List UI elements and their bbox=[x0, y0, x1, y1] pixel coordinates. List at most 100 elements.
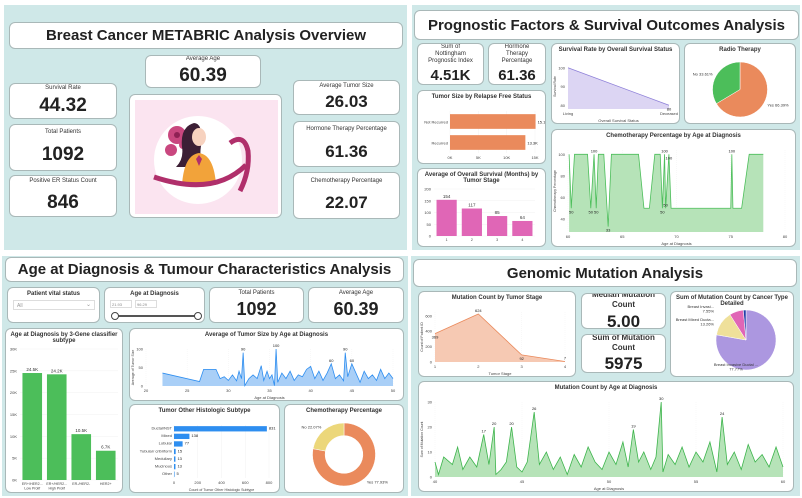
data-label: 33 bbox=[606, 228, 611, 233]
kpi-hormone-therapy-2: Hormone Therapy Percentage 61.36 bbox=[488, 43, 546, 85]
pie-slice bbox=[743, 309, 747, 341]
y-tick-label: Other bbox=[162, 471, 173, 476]
y-tick-label: 0 bbox=[141, 384, 144, 389]
series-line bbox=[434, 313, 566, 362]
chart-canvas: Yes 77.93% No 22.07% bbox=[302, 422, 389, 487]
kpi-label: Hormone Therapy Percentage bbox=[306, 126, 387, 133]
data-label: 831 bbox=[269, 426, 276, 431]
data-label: 20 bbox=[509, 421, 514, 426]
dropdown-value: All bbox=[17, 303, 23, 309]
x-tick-label: 60 bbox=[781, 479, 786, 484]
data-label: 100 bbox=[273, 343, 280, 348]
y-tick-label: 50 bbox=[139, 365, 144, 370]
kpi-value: 44.32 bbox=[39, 94, 87, 116]
data-label: 20 bbox=[492, 421, 497, 426]
prognostic-title: Prognostic Factors & Survival Outcomes A… bbox=[414, 10, 799, 40]
y-tick-label: 5K bbox=[12, 456, 17, 461]
data-label: 60 bbox=[350, 358, 355, 363]
mutation-stage-chart: Mutation Count by Tumor Stage 0 200 400 600 1… bbox=[418, 291, 576, 377]
bar bbox=[174, 456, 176, 462]
data-label: 24.5K bbox=[26, 367, 38, 372]
overview-title: Breast Cancer METABRIC Analysis Overview bbox=[9, 22, 403, 49]
series-line bbox=[568, 153, 764, 227]
y-tick-label: 30 bbox=[428, 400, 433, 405]
data-label: 13.3K bbox=[527, 141, 538, 146]
chart-title: Mutation Count by Age at Diagnosis bbox=[554, 385, 658, 391]
x-tick-label: 4 bbox=[564, 364, 567, 369]
y-tick-label: 0K bbox=[12, 478, 17, 483]
bar bbox=[174, 426, 267, 432]
y-axis-label: Sum of Mutation Count bbox=[420, 422, 424, 458]
slider-track bbox=[115, 315, 197, 317]
kpi-label: Positive ER Status Count bbox=[29, 178, 97, 185]
data-label: 100 bbox=[666, 155, 673, 160]
area-fill bbox=[162, 349, 393, 386]
vital-status-dropdown[interactable]: All ⌄ bbox=[13, 300, 95, 310]
data-label: 80 bbox=[667, 106, 672, 111]
data-label: 7 bbox=[564, 355, 567, 360]
data-label: 5 bbox=[177, 471, 180, 476]
data-label: 13 bbox=[177, 463, 182, 468]
bar bbox=[174, 441, 183, 447]
x-tick-label: 30 bbox=[226, 388, 231, 393]
x-tick-label: 15K bbox=[531, 155, 538, 160]
y-tick-label: 0 bbox=[430, 360, 433, 365]
slice-label: Yes 77.93% bbox=[367, 479, 389, 484]
chart-title: Chemotherapy Percentage bbox=[305, 408, 383, 414]
y-tick-label: 80 bbox=[561, 103, 566, 108]
y-axis-label: Average of Tumor Size bbox=[131, 350, 135, 386]
x-tick-label: 70 bbox=[674, 234, 679, 239]
filter-label: Patient vital status bbox=[26, 291, 80, 297]
x-tick-label: 55 bbox=[694, 479, 699, 484]
slider-max-input[interactable]: 96.29 bbox=[135, 300, 157, 308]
kpi-label: Survival Rate bbox=[45, 85, 81, 92]
y-tick-label: Recurred bbox=[432, 141, 448, 146]
bar bbox=[450, 114, 536, 129]
y-tick-label: 80 bbox=[561, 173, 566, 178]
kpi-positive-er: Positive ER Status Count 846 bbox=[9, 175, 117, 217]
y-tick-label: 90 bbox=[561, 84, 566, 89]
x-tick-label: 3 bbox=[521, 364, 524, 369]
kpi-value: 60.39 bbox=[333, 299, 379, 320]
y-tick-label: 200 bbox=[424, 187, 431, 192]
x-tick-label: HER2+ bbox=[100, 482, 112, 486]
chart-title: Radio Therapy bbox=[719, 47, 761, 53]
bar bbox=[95, 450, 116, 480]
y-tick-label: Not Recurred bbox=[424, 120, 448, 125]
data-label: 90 bbox=[241, 347, 246, 352]
slice-label-name: Breast Invasi... bbox=[688, 304, 714, 309]
x-tick-label: 200 bbox=[194, 480, 201, 485]
data-label: 50 bbox=[589, 209, 594, 214]
x-tick-label: ER-/HER2- bbox=[72, 482, 91, 486]
kpi-label: Average Age bbox=[338, 289, 374, 296]
area-fill bbox=[568, 67, 669, 109]
chart-canvas: Breast Invasive Ductal ... 77.77% Breast M… bbox=[676, 304, 777, 372]
kpi-chemotherapy: Chemotherapy Percentage 22.07 bbox=[293, 172, 400, 219]
data-label: 50 bbox=[663, 202, 668, 207]
kpi-label: Sum of Mutation Count bbox=[592, 334, 655, 352]
y-tick-label: Ductal/NST bbox=[152, 426, 173, 431]
kpi-label: Chemotherapy Percentage bbox=[310, 177, 383, 184]
data-label: 77 bbox=[185, 441, 190, 446]
slider-min-handle[interactable] bbox=[111, 312, 119, 320]
gene-classifier-chart: Age at Diagnosis by 3-Gene classifier su… bbox=[5, 328, 123, 493]
slider-min-input[interactable]: 21.93 bbox=[110, 300, 132, 308]
data-label: 26 bbox=[532, 406, 537, 411]
y-tick-label: 100 bbox=[136, 347, 143, 352]
data-label: 60 bbox=[329, 358, 334, 363]
area-fill bbox=[569, 154, 764, 232]
bar bbox=[436, 199, 457, 236]
data-label: 90 bbox=[343, 347, 348, 352]
slider-max-handle[interactable] bbox=[194, 312, 202, 320]
x-tick-label: 10K bbox=[503, 155, 510, 160]
kpi-total-patients-2: Total Patients 1092 bbox=[209, 287, 304, 323]
x-tick-label: Low Prolif bbox=[24, 487, 40, 491]
kpi-average-age: Average Age 60.39 bbox=[145, 55, 261, 88]
chart-canvas: 0 10 20 30 40 45 50 55 60 Age at Diagnosis 17 20 20 2… bbox=[420, 396, 786, 491]
pie-slice bbox=[312, 422, 376, 487]
data-label: 50 bbox=[594, 209, 599, 214]
x-axis-label: Overall Survival Status bbox=[598, 118, 638, 123]
kpi-label: Average Tumor Size bbox=[319, 82, 374, 89]
vital-status-filter: Patient vital status All ⌄ bbox=[7, 287, 100, 323]
